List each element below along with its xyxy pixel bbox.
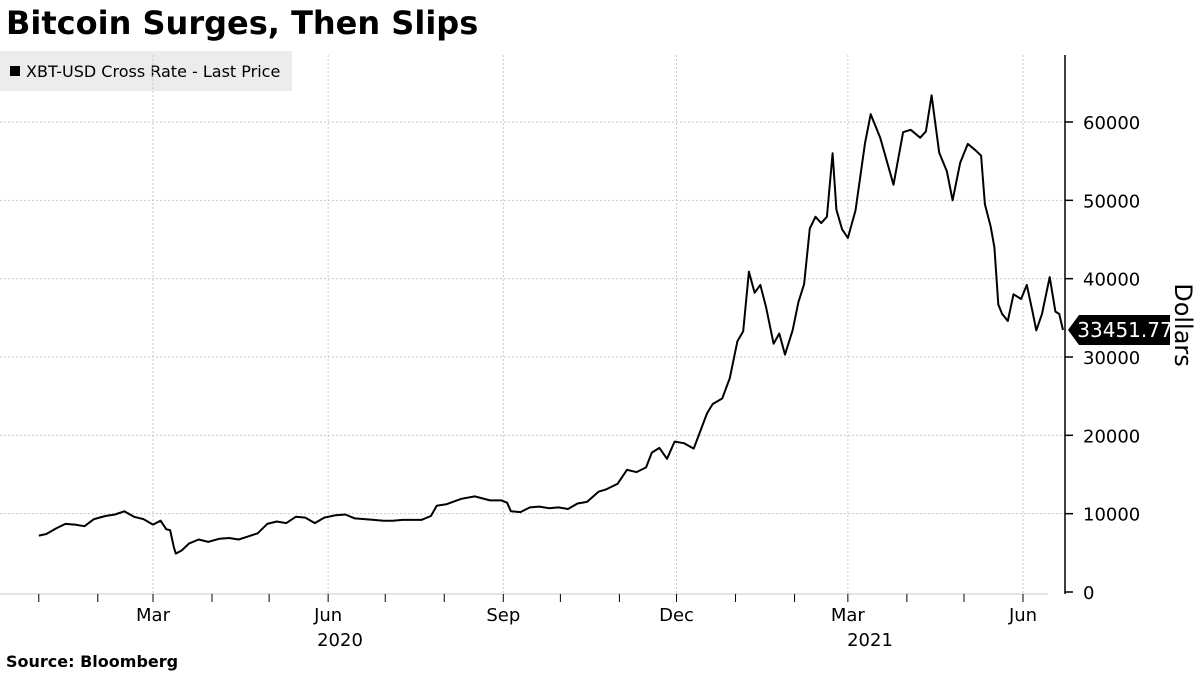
legend-swatch [10,66,20,76]
x-tick-label: Mar [831,605,866,626]
x-tick-label: Sep [486,605,520,626]
last-value-label: 33451.77 [1077,318,1172,342]
x-gridlines [152,55,1024,594]
y-axis-title: Dollars [1169,283,1197,367]
y-tick-label: 60000 [1083,113,1140,134]
x-year-label: 2021 [847,630,893,651]
chart-title: Bitcoin Surges, Then Slips [6,4,479,42]
x-axis-year-labels: 2020 2021 [317,630,893,651]
series-line-xbt-usd [38,94,1064,555]
x-year-label: 2020 [317,630,363,651]
x-axis-labels: Mar Jun Sep Dec Mar Jun [136,605,1037,626]
y-tick-label: 10000 [1083,505,1140,526]
y-tick-label: 50000 [1083,191,1140,212]
y-tick-label: 40000 [1083,270,1140,291]
last-value-badge-shape [1068,314,1170,345]
y-tick-label: 0 [1083,583,1094,604]
chart-source: Source: Bloomberg [6,652,179,671]
y-tick-label: 20000 [1083,426,1140,447]
last-value-badge: 33451.77 [1068,314,1173,345]
y-gridlines [0,121,1065,515]
x-tick-label: Mar [136,605,171,626]
x-tick-label: Jun [1008,605,1037,626]
y-tick-label: 30000 [1083,348,1140,369]
x-tick-label: Dec [659,605,694,626]
x-axis-ticks [38,594,1024,602]
y-axis-ticks: 0 10000 20000 30000 40000 50000 60000 [1065,113,1140,604]
x-tick-label: Jun [313,605,342,626]
